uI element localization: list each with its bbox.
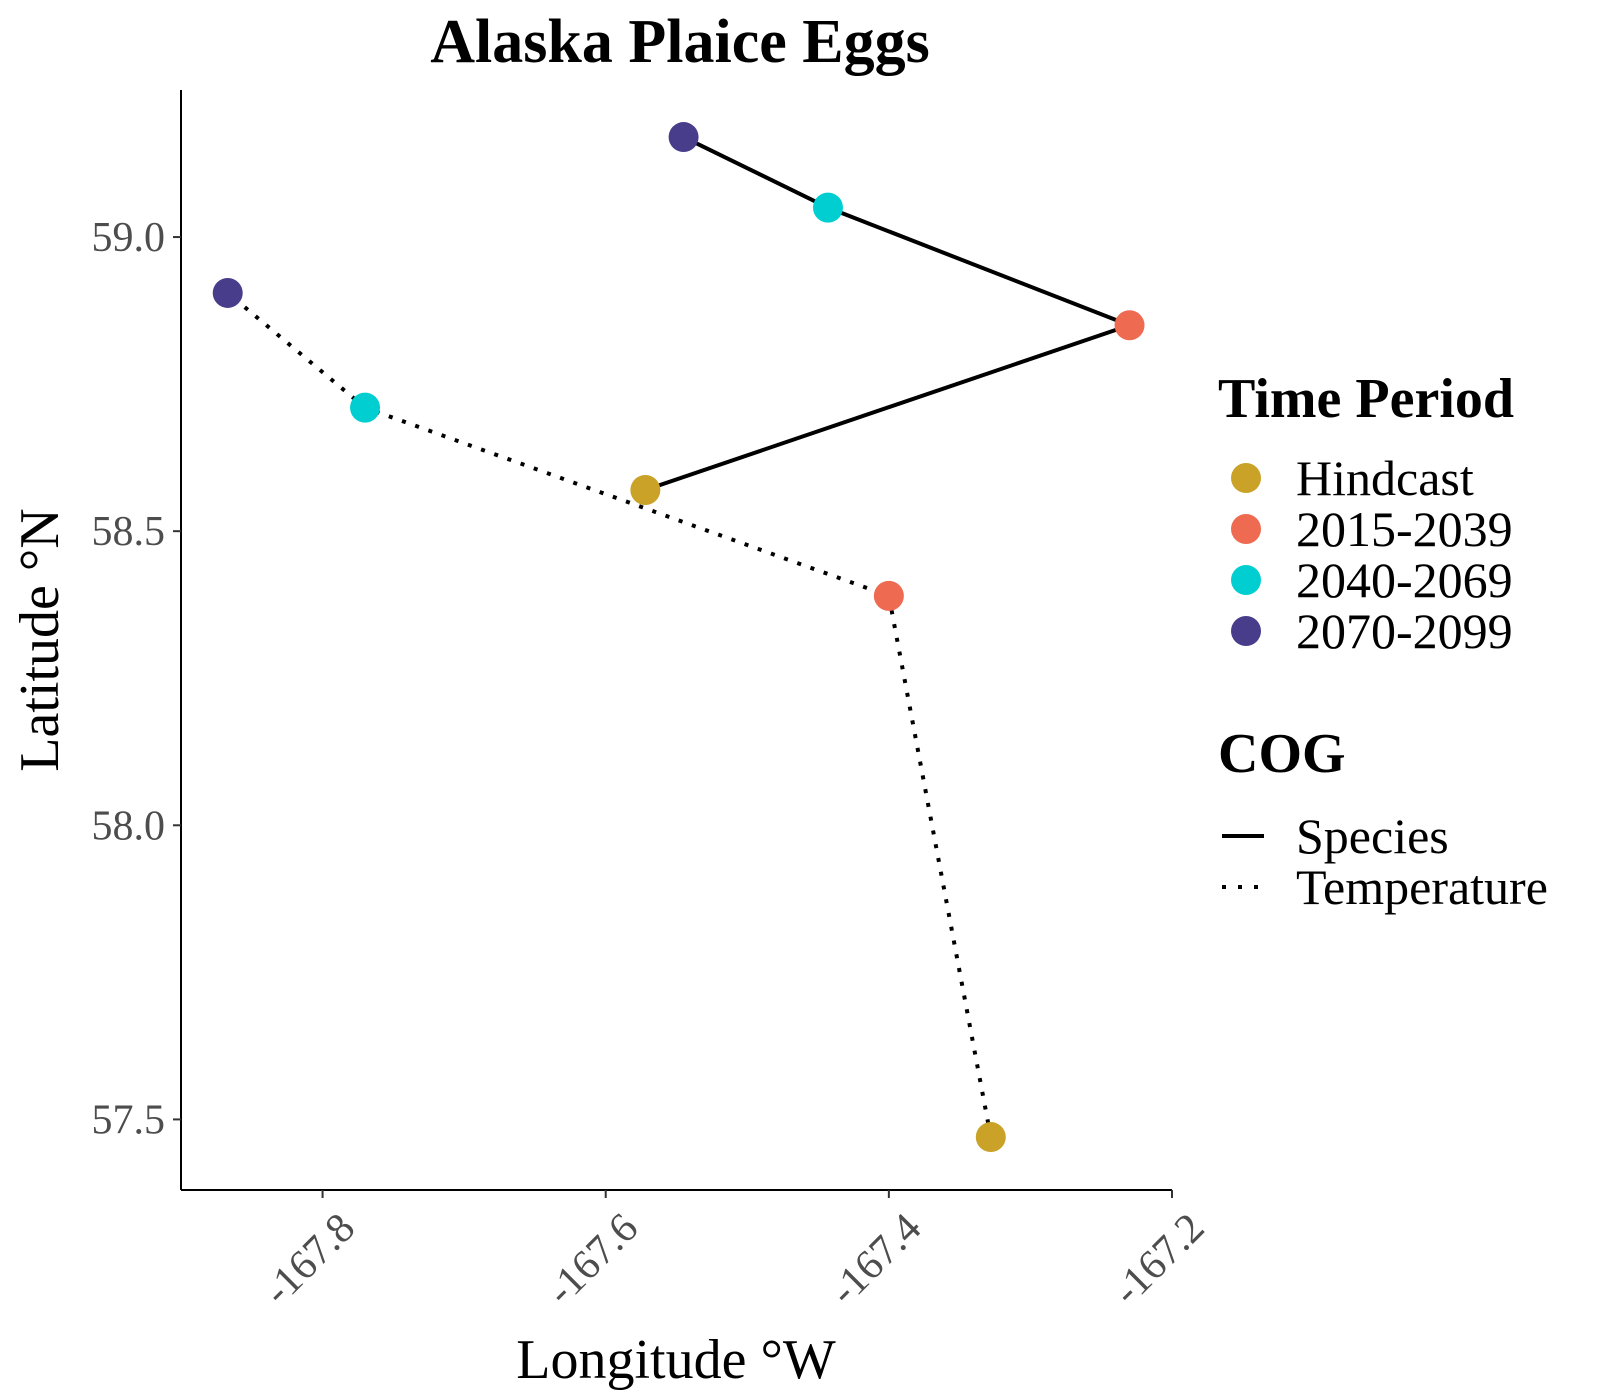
legend-swatch	[1231, 463, 1261, 493]
y-tick-label: 58.0	[92, 803, 166, 849]
data-point-species	[812, 192, 843, 223]
x-tick-label: -167.4	[821, 1205, 930, 1314]
data-point-temperature	[212, 277, 243, 308]
y-axis-title: Latitude °N	[9, 508, 71, 771]
data-point-temperature	[873, 580, 904, 611]
y-tick-label: 59.0	[92, 215, 166, 261]
data-point-temperature	[975, 1122, 1006, 1153]
x-axis-title: Longitude °W	[516, 1329, 836, 1391]
y-axis-ticks: 57.5 58.0 58.5 59.0	[92, 215, 181, 1143]
data-points	[212, 122, 1145, 1153]
data-point-species	[630, 475, 661, 505]
series-line-temperature	[226, 291, 993, 1138]
x-tick-label: -167.2	[1104, 1205, 1213, 1314]
legend-label: Temperature	[1296, 859, 1548, 915]
y-tick-label: 58.5	[92, 509, 166, 555]
y-tick-label: 57.5	[92, 1097, 166, 1143]
plot-area: -167.8 -167.6 -167.4 -167.2 57.5 58.0 58.5 59.…	[92, 90, 1213, 1314]
legend-label: 2070-2099	[1296, 603, 1513, 659]
legend-swatch	[1231, 616, 1261, 646]
legend: Time Period Hindcast2015-20392040-206920…	[1218, 368, 1548, 915]
legend-label: Species	[1296, 808, 1449, 864]
legend-label: 2015-2039	[1296, 501, 1513, 557]
legend-label: Hindcast	[1296, 450, 1474, 506]
legend-swatch	[1231, 514, 1261, 544]
data-point-species	[668, 122, 699, 153]
x-axis-ticks: -167.8 -167.6 -167.4 -167.2	[255, 1190, 1213, 1314]
data-point-species	[1114, 310, 1145, 341]
time-period-legend-title: Time Period	[1218, 368, 1514, 430]
series-line-species	[644, 135, 1136, 492]
data-point-temperature	[350, 392, 381, 423]
legend-label: 2040-2069	[1296, 552, 1513, 608]
legend-swatch	[1231, 565, 1261, 595]
cog-legend-title: COG	[1218, 723, 1346, 785]
chart-title: Alaska Plaice Eggs	[430, 8, 929, 76]
x-tick-label: -167.6	[538, 1205, 647, 1314]
x-tick-label: -167.8	[255, 1205, 364, 1314]
series-lines	[226, 135, 1136, 1138]
